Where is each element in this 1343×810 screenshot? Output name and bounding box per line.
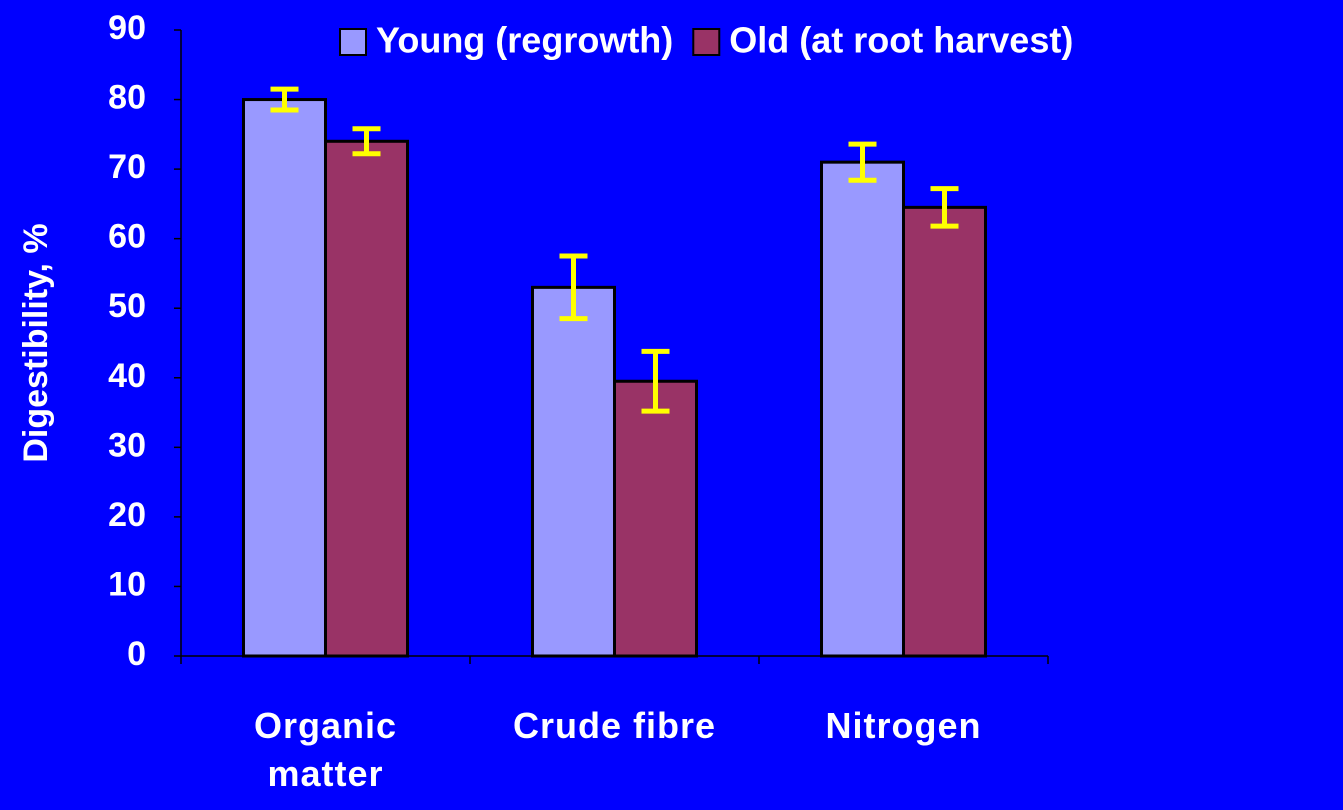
bar	[613, 379, 698, 658]
bar	[324, 139, 409, 658]
bar	[820, 160, 905, 658]
y-tick-label: 90	[108, 9, 146, 47]
bar	[902, 205, 987, 658]
bar	[531, 285, 616, 658]
y-tick-label: 50	[108, 287, 146, 325]
error-bar	[352, 126, 381, 157]
y-tick-label: 20	[108, 496, 146, 534]
error-bar	[559, 253, 588, 322]
y-tick-label: 10	[108, 565, 146, 603]
legend-swatch	[339, 28, 367, 56]
error-bar	[270, 86, 299, 113]
y-tick-label: 40	[108, 357, 146, 395]
error-bar	[930, 186, 959, 229]
legend-label: Young (regrowth)	[376, 20, 673, 61]
legend-label: Old (at root harvest)	[729, 20, 1073, 61]
y-tick-label: 60	[108, 218, 146, 256]
error-bar	[641, 348, 670, 414]
legend-swatch	[692, 28, 721, 56]
y-tick-label: 30	[108, 426, 146, 464]
y-tick-label: 70	[108, 148, 146, 186]
x-tick-label: Nitrogen	[825, 705, 982, 746]
y-tick-label: 0	[127, 635, 146, 673]
y-axis-label: Digestibility, %	[17, 223, 55, 462]
bar	[242, 98, 327, 658]
x-tick-label: Organic matter	[253, 705, 398, 794]
x-tick-label: Crude fibre	[512, 705, 717, 746]
y-tick-label: 80	[108, 79, 146, 117]
error-bar	[848, 141, 877, 183]
